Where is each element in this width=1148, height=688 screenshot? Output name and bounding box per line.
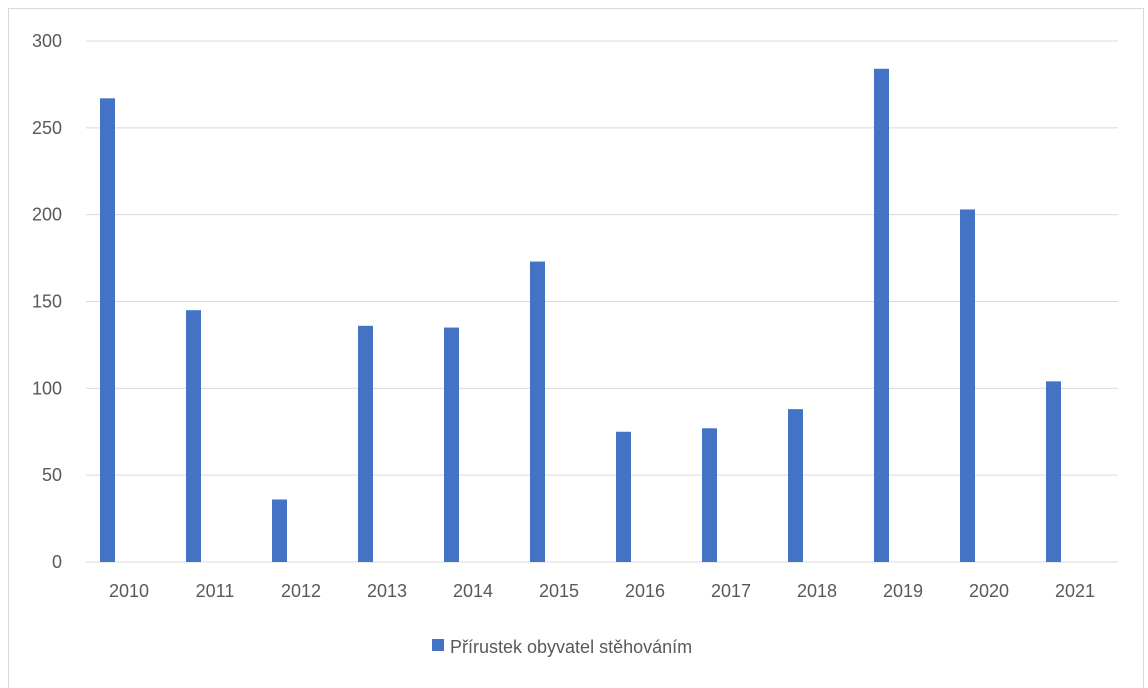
legend: Přírustek obyvatel stěhováním [432,637,692,657]
y-tick-label: 50 [42,465,62,485]
bar-2010 [100,98,115,562]
bar-2021 [1046,381,1061,562]
x-tick-label: 2017 [711,581,751,601]
x-tick-label: 2019 [883,581,923,601]
gridlines [86,40,1118,563]
y-axis-ticks: 0 50 100 150 200 250 300 [32,31,62,572]
bar-2016 [616,431,631,562]
x-tick-label: 2014 [453,581,493,601]
y-tick-label: 300 [32,31,62,51]
bar-2018 [788,409,803,562]
bar-2013 [358,325,373,562]
x-tick-label: 2013 [367,581,407,601]
y-tick-label: 200 [32,205,62,225]
bar-2011 [186,310,201,562]
y-tick-label: 150 [32,292,62,312]
bar-2019 [874,68,889,562]
x-tick-label: 2021 [1055,581,1095,601]
x-tick-label: 2011 [196,581,235,601]
y-tick-label: 250 [32,118,62,138]
y-tick-label: 100 [32,378,62,398]
x-tick-label: 2015 [539,581,579,601]
legend-swatch [432,639,444,651]
x-tick-label: 2020 [969,581,1009,601]
x-tick-label: 2012 [281,581,321,601]
x-tick-label: 2018 [797,581,837,601]
y-tick-label: 0 [52,552,62,572]
x-axis-ticks: 2010 2011 2012 2013 2014 2015 2016 2017 2018 2019… [109,581,1095,601]
bar-2015 [530,261,545,562]
x-tick-label: 2010 [109,581,149,601]
x-tick-label: 2016 [625,581,665,601]
bar-2017 [702,428,717,562]
bar-2014 [444,327,459,562]
bars [100,68,1061,562]
bar-2020 [960,209,975,562]
bar-2012 [272,499,287,562]
legend-label: Přírustek obyvatel stěhováním [450,637,692,657]
